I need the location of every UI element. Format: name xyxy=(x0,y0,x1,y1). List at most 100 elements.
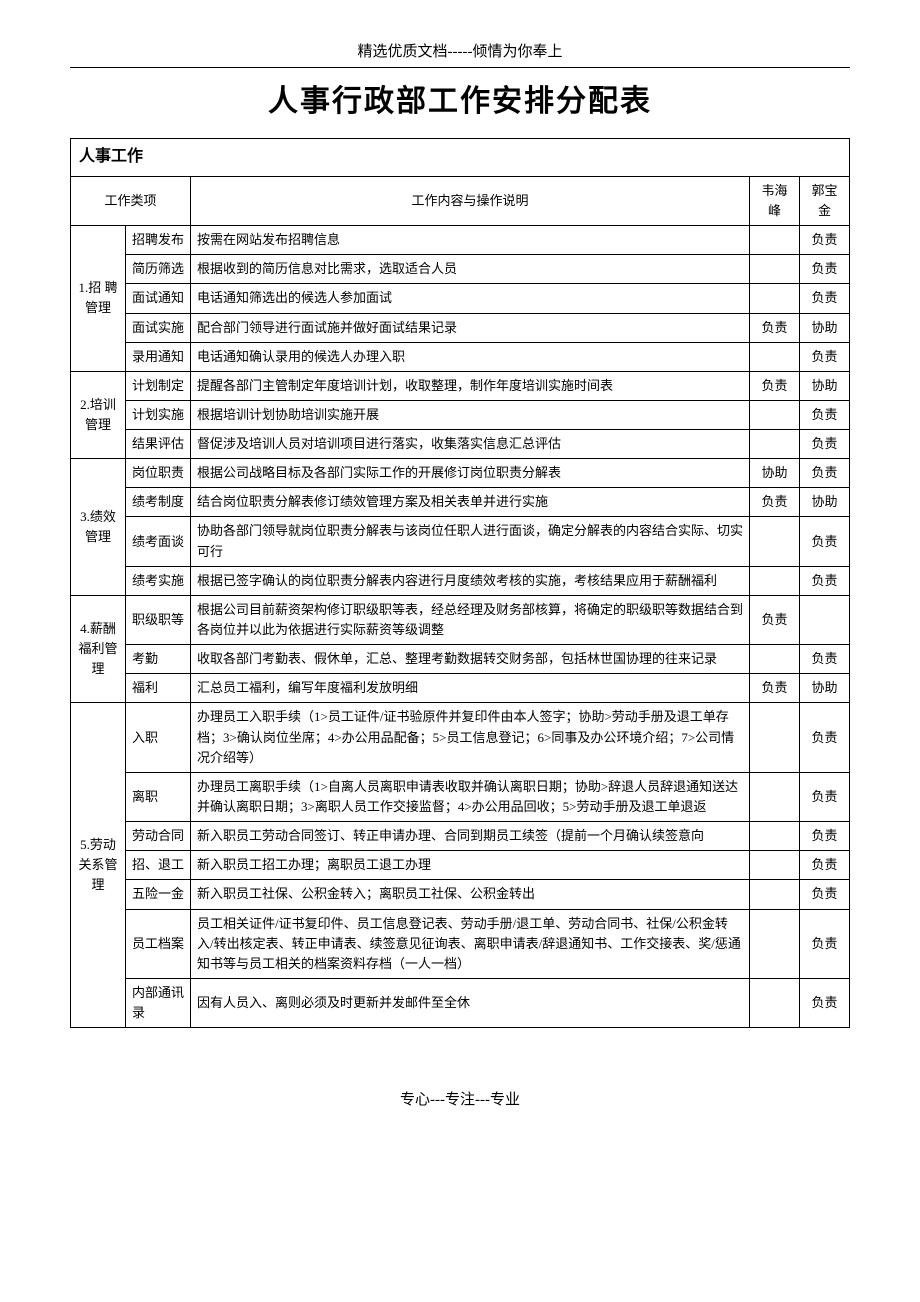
owner2-cell: 负责 xyxy=(800,909,850,978)
desc-cell: 按需在网站发布招聘信息 xyxy=(191,226,750,255)
owner1-cell xyxy=(750,979,800,1028)
owner2-cell: 负责 xyxy=(800,566,850,595)
col-category: 工作类项 xyxy=(71,176,191,225)
task-cell: 简历筛选 xyxy=(126,255,191,284)
owner1-cell: 负责 xyxy=(750,674,800,703)
table-row: 招、退工新入职员工招工办理；离职员工退工办理 负责 xyxy=(71,851,850,880)
category-cell: 5.劳动关系管理 xyxy=(71,703,126,1028)
task-cell: 计划制定 xyxy=(126,371,191,400)
desc-cell: 新入职员工招工办理；离职员工退工办理 xyxy=(191,851,750,880)
table-row: 1.招 聘管理招聘发布按需在网站发布招聘信息负责 xyxy=(71,226,850,255)
owner2-cell: 协助 xyxy=(800,488,850,517)
owner1-cell xyxy=(750,880,800,909)
owner2-cell: 负责 xyxy=(800,822,850,851)
table-row: 员工档案员工相关证件/证书复印件、员工信息登记表、劳动手册/退工单、劳动合同书、… xyxy=(71,909,850,978)
col-owner2: 郭宝金 xyxy=(800,176,850,225)
task-cell: 招聘发布 xyxy=(126,226,191,255)
desc-cell: 协助各部门领导就岗位职责分解表与该岗位任职人进行面谈，确定分解表的内容结合实际、… xyxy=(191,517,750,566)
owner1-cell: 负责 xyxy=(750,595,800,644)
table-row: 福利汇总员工福利，编写年度福利发放明细负责协助 xyxy=(71,674,850,703)
table-row: 录用通知电话通知确认录用的候选人办理入职负责 xyxy=(71,342,850,371)
owner2-cell: 负责 xyxy=(800,459,850,488)
desc-cell: 新入职员工社保、公积金转入；离职员工社保、公积金转出 xyxy=(191,880,750,909)
table-row: 五险一金新入职员工社保、公积金转入；离职员工社保、公积金转出负责 xyxy=(71,880,850,909)
desc-cell: 电话通知筛选出的候选人参加面试 xyxy=(191,284,750,313)
category-cell: 2.培训管理 xyxy=(71,371,126,458)
task-cell: 五险一金 xyxy=(126,880,191,909)
table-row: 计划实施根据培训计划协助培训实施开展 负责 xyxy=(71,400,850,429)
owner1-cell xyxy=(750,342,800,371)
desc-cell: 办理员工离职手续（1>自离人员离职申请表收取并确认离职日期；协助>辞退人员辞退通… xyxy=(191,772,750,821)
category-cell: 4.薪酬福利管理 xyxy=(71,595,126,703)
task-cell: 考勤 xyxy=(126,645,191,674)
category-cell: 3.绩效管理 xyxy=(71,459,126,596)
task-cell: 招、退工 xyxy=(126,851,191,880)
table-row: 2.培训管理计划制定提醒各部门主管制定年度培训计划，收取整理，制作年度培训实施时… xyxy=(71,371,850,400)
desc-cell: 根据培训计划协助培训实施开展 xyxy=(191,400,750,429)
owner1-cell: 负责 xyxy=(750,371,800,400)
task-cell: 职级职等 xyxy=(126,595,191,644)
task-cell: 岗位职责 xyxy=(126,459,191,488)
desc-cell: 收取各部门考勤表、假休单，汇总、整理考勤数据转交财务部，包括林世国协理的往来记录 xyxy=(191,645,750,674)
task-cell: 计划实施 xyxy=(126,400,191,429)
owner1-cell xyxy=(750,517,800,566)
owner1-cell xyxy=(750,645,800,674)
col-owner1: 韦海峰 xyxy=(750,176,800,225)
task-cell: 录用通知 xyxy=(126,342,191,371)
owner1-cell xyxy=(750,400,800,429)
task-cell: 绩考实施 xyxy=(126,566,191,595)
owner2-cell: 负责 xyxy=(800,284,850,313)
desc-cell: 配合部门领导进行面试施并做好面试结果记录 xyxy=(191,313,750,342)
table-row: 内部通讯录因有人员入、离则必须及时更新并发邮件至全休负责 xyxy=(71,979,850,1028)
owner2-cell: 协助 xyxy=(800,313,850,342)
table-row: 简历筛选根据收到的简历信息对比需求，选取适合人员 负责 xyxy=(71,255,850,284)
owner2-cell: 负责 xyxy=(800,226,850,255)
table-row: 结果评估督促涉及培训人员对培训项目进行落实，收集落实信息汇总评估负责 xyxy=(71,430,850,459)
owner1-cell xyxy=(750,226,800,255)
table-row: 面试通知电话通知筛选出的候选人参加面试 负责 xyxy=(71,284,850,313)
owner1-cell xyxy=(750,284,800,313)
owner2-cell xyxy=(800,595,850,644)
owner1-cell xyxy=(750,566,800,595)
owner1-cell xyxy=(750,851,800,880)
owner1-cell: 协助 xyxy=(750,459,800,488)
table-row: 3.绩效管理岗位职责根据公司战略目标及各部门实际工作的开展修订岗位职责分解表协助… xyxy=(71,459,850,488)
table-row: 离职办理员工离职手续（1>自离人员离职申请表收取并确认离职日期；协助>辞退人员辞… xyxy=(71,772,850,821)
task-cell: 福利 xyxy=(126,674,191,703)
owner2-cell: 负责 xyxy=(800,255,850,284)
page-header: 精选优质文档-----倾情为你奉上 xyxy=(70,40,850,68)
desc-cell: 因有人员入、离则必须及时更新并发邮件至全休 xyxy=(191,979,750,1028)
table-row: 4.薪酬福利管理职级职等根据公司目前薪资架构修订职级职等表，经总经理及财务部核算… xyxy=(71,595,850,644)
owner2-cell: 负责 xyxy=(800,430,850,459)
desc-cell: 根据公司目前薪资架构修订职级职等表，经总经理及财务部核算，将确定的职级职等数据结… xyxy=(191,595,750,644)
desc-cell: 结合岗位职责分解表修订绩效管理方案及相关表单并进行实施 xyxy=(191,488,750,517)
work-table: 人事工作工作类项工作内容与操作说明韦海峰郭宝金1.招 聘管理招聘发布按需在网站发… xyxy=(70,138,850,1028)
task-cell: 离职 xyxy=(126,772,191,821)
task-cell: 面试实施 xyxy=(126,313,191,342)
desc-cell: 根据已签字确认的岗位职责分解表内容进行月度绩效考核的实施，考核结果应用于薪酬福利 xyxy=(191,566,750,595)
table-row: 劳动合同新入职员工劳动合同签订、转正申请办理、合同到期员工续签（提前一个月确认续… xyxy=(71,822,850,851)
page-title: 人事行政部工作安排分配表 xyxy=(70,76,850,120)
task-cell: 面试通知 xyxy=(126,284,191,313)
owner1-cell xyxy=(750,822,800,851)
page-footer: 专心---专注---专业 xyxy=(70,1088,850,1109)
task-cell: 入职 xyxy=(126,703,191,772)
desc-cell: 汇总员工福利，编写年度福利发放明细 xyxy=(191,674,750,703)
owner2-cell: 负责 xyxy=(800,400,850,429)
table-row: 绩考制度结合岗位职责分解表修订绩效管理方案及相关表单并进行实施负责协助 xyxy=(71,488,850,517)
owner1-cell: 负责 xyxy=(750,313,800,342)
owner1-cell xyxy=(750,772,800,821)
desc-cell: 督促涉及培训人员对培训项目进行落实，收集落实信息汇总评估 xyxy=(191,430,750,459)
desc-cell: 根据收到的简历信息对比需求，选取适合人员 xyxy=(191,255,750,284)
owner2-cell: 协助 xyxy=(800,371,850,400)
owner1-cell xyxy=(750,255,800,284)
owner1-cell xyxy=(750,430,800,459)
owner2-cell: 负责 xyxy=(800,703,850,772)
section-header: 人事工作 xyxy=(71,139,850,177)
owner2-cell: 负责 xyxy=(800,645,850,674)
table-row: 绩考面谈协助各部门领导就岗位职责分解表与该岗位任职人进行面谈，确定分解表的内容结… xyxy=(71,517,850,566)
owner1-cell xyxy=(750,703,800,772)
owner2-cell: 负责 xyxy=(800,851,850,880)
desc-cell: 电话通知确认录用的候选人办理入职 xyxy=(191,342,750,371)
task-cell: 内部通讯录 xyxy=(126,979,191,1028)
